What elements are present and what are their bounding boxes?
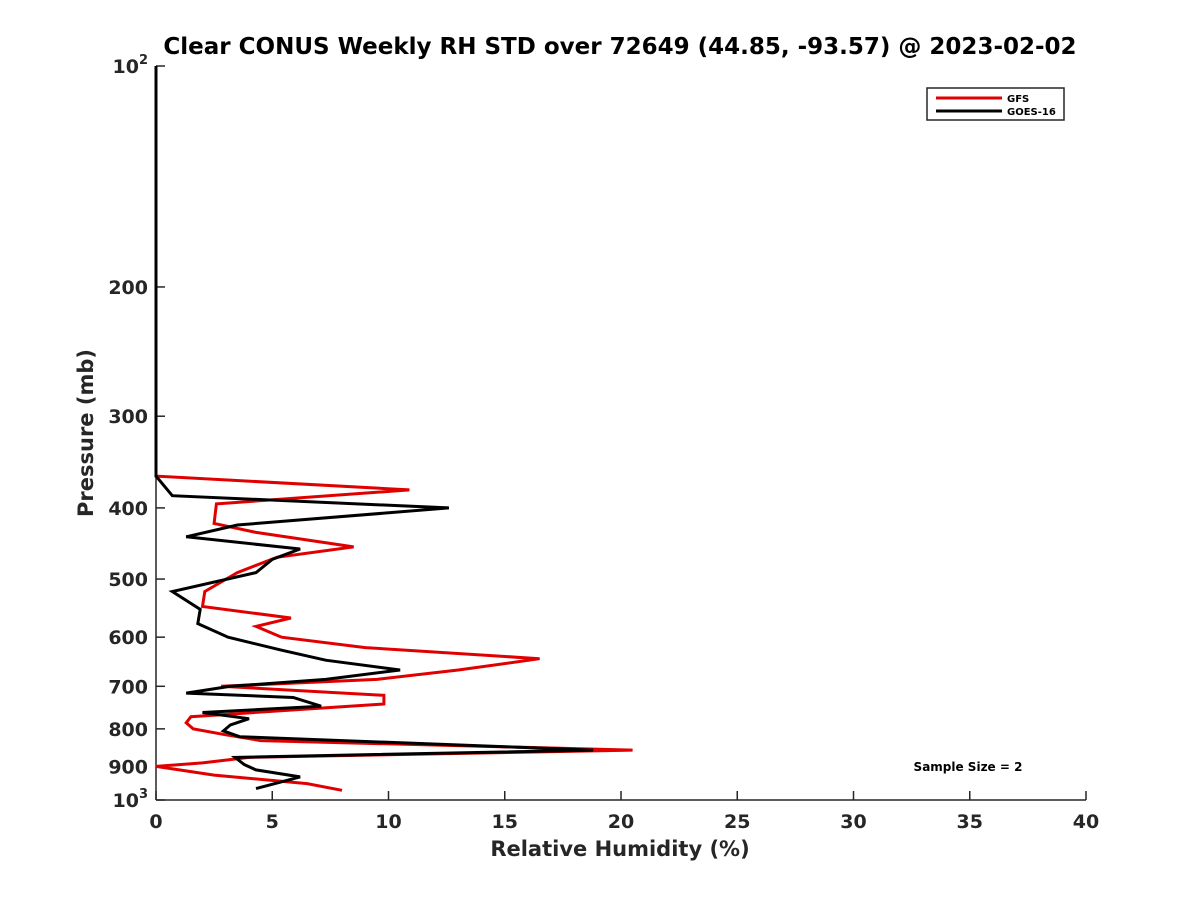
y-tick-label: 800 [108,719,148,741]
x-axis-label: Relative Humidity (%) [490,837,749,861]
y-tick-label: 102 [113,53,149,78]
x-tick-label: 20 [608,811,634,833]
x-tick-label: 25 [724,811,750,833]
y-tick-label: 700 [108,676,148,698]
sample-size-annotation: Sample Size = 2 [914,760,1023,774]
y-axis-label: Pressure (mb) [74,349,98,517]
y-tick-label: 600 [108,627,148,649]
x-tick-label: 40 [1073,811,1099,833]
y-tick-label: 400 [108,498,148,520]
y-tick-label: 500 [108,569,148,591]
series-line-goes-16 [154,66,594,791]
legend-entry: GOES-16 [1007,107,1056,118]
y-axis: 102 200 300 400 500 600 700 800 900 103 [108,53,165,812]
x-tick-label: 15 [492,811,518,833]
x-tick-label: 5 [266,811,279,833]
y-tick-label: 900 [108,756,148,778]
series-lines [154,66,633,792]
legend-box [926,87,1065,121]
legend: GFS GOES-16 [926,87,1065,121]
x-tick-label: 0 [149,811,162,833]
x-tick-label: 35 [957,811,983,833]
legend-entry: GFS [1007,94,1029,105]
y-tick-label: 300 [108,406,148,428]
x-axis: 0 5 10 15 20 25 30 35 40 [149,791,1099,833]
x-tick-label: 30 [840,811,866,833]
y-tick-label: 103 [113,787,149,812]
series-line-gfs [154,66,633,792]
y-tick-label: 200 [108,277,148,299]
x-tick-label: 10 [375,811,401,833]
chart-title: Clear CONUS Weekly RH STD over 72649 (44… [163,34,1076,60]
